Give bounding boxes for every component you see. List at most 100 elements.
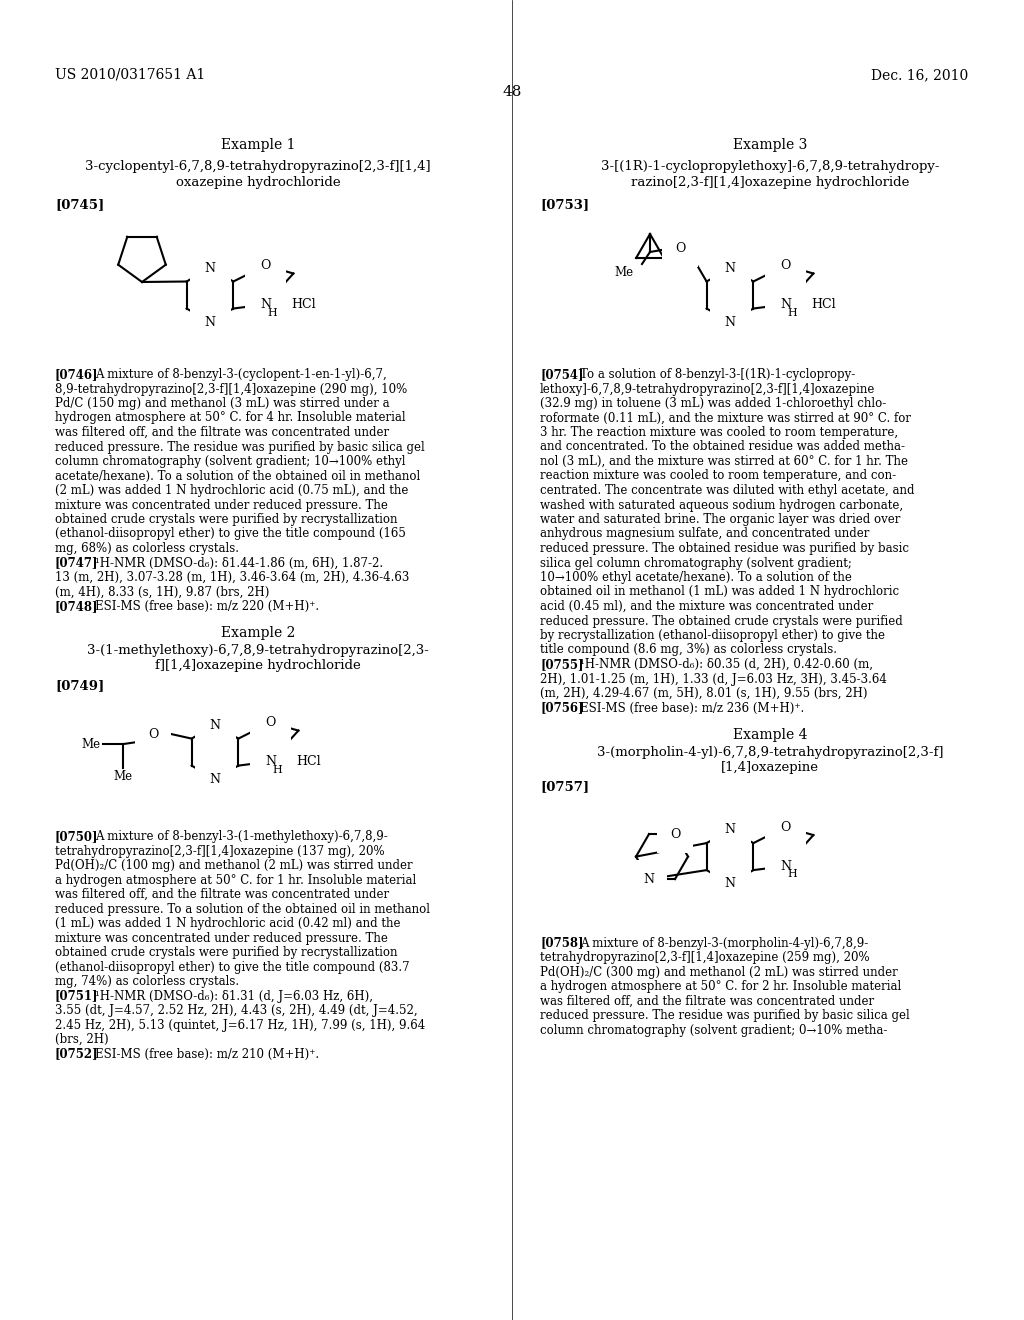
Text: a hydrogen atmosphere at 50° C. for 1 hr. Insoluble material: a hydrogen atmosphere at 50° C. for 1 hr…: [55, 874, 416, 887]
Text: title compound (8.6 mg, 3%) as colorless crystals.: title compound (8.6 mg, 3%) as colorless…: [540, 644, 837, 656]
Text: HCl: HCl: [811, 298, 836, 312]
Text: 3-[(1R)-1-cyclopropylethoxy]-6,7,8,9-tetrahydropy-: 3-[(1R)-1-cyclopropylethoxy]-6,7,8,9-tet…: [601, 160, 939, 173]
Text: oxazepine hydrochloride: oxazepine hydrochloride: [176, 176, 340, 189]
Text: Pd(OH)₂/C (100 mg) and methanol (2 mL) was stirred under: Pd(OH)₂/C (100 mg) and methanol (2 mL) w…: [55, 859, 413, 873]
Text: (2 mL) was added 1 N hydrochloric acid (0.75 mL), and the: (2 mL) was added 1 N hydrochloric acid (…: [55, 484, 409, 498]
Text: N: N: [780, 298, 791, 312]
Text: ¹H-NMR (DMSO-d₆): δ0.35 (d, 2H), 0.42-0.60 (m,: ¹H-NMR (DMSO-d₆): δ0.35 (d, 2H), 0.42-0.…: [580, 657, 873, 671]
Text: N: N: [643, 873, 654, 886]
Text: A mixture of 8-benzyl-3-(1-methylethoxy)-6,7,8,9-: A mixture of 8-benzyl-3-(1-methylethoxy)…: [95, 830, 388, 843]
Text: A mixture of 8-benzyl-3-(morpholin-4-yl)-6,7,8,9-: A mixture of 8-benzyl-3-(morpholin-4-yl)…: [580, 937, 868, 949]
Text: [0755]: [0755]: [540, 657, 584, 671]
Text: O: O: [260, 259, 270, 272]
Text: mixture was concentrated under reduced pressure. The: mixture was concentrated under reduced p…: [55, 932, 388, 945]
Text: 3 hr. The reaction mixture was cooled to room temperature,: 3 hr. The reaction mixture was cooled to…: [540, 426, 898, 440]
Text: 2H), 1.01-1.25 (m, 1H), 1.33 (d, J=6.03 Hz, 3H), 3.45-3.64: 2H), 1.01-1.25 (m, 1H), 1.33 (d, J=6.03 …: [540, 672, 887, 685]
Text: obtained crude crystals were purified by recrystallization: obtained crude crystals were purified by…: [55, 946, 397, 960]
Text: Pd/C (150 mg) and methanol (3 mL) was stirred under a: Pd/C (150 mg) and methanol (3 mL) was st…: [55, 397, 389, 411]
Text: reduced pressure. The obtained crude crystals were purified: reduced pressure. The obtained crude cry…: [540, 615, 903, 627]
Text: N: N: [210, 772, 220, 785]
Text: reduced pressure. The obtained residue was purified by basic: reduced pressure. The obtained residue w…: [540, 543, 909, 554]
Text: and concentrated. To the obtained residue was added metha-: and concentrated. To the obtained residu…: [540, 441, 905, 454]
Text: roformate (0.11 mL), and the mixture was stirred at 90° C. for: roformate (0.11 mL), and the mixture was…: [540, 412, 911, 425]
Text: 13 (m, 2H), 3.07-3.28 (m, 1H), 3.46-3.64 (m, 2H), 4.36-4.63: 13 (m, 2H), 3.07-3.28 (m, 1H), 3.46-3.64…: [55, 572, 410, 583]
Text: reaction mixture was cooled to room temperature, and con-: reaction mixture was cooled to room temp…: [540, 470, 896, 483]
Text: Me: Me: [82, 738, 101, 751]
Text: N: N: [265, 755, 275, 768]
Text: mg, 68%) as colorless crystals.: mg, 68%) as colorless crystals.: [55, 543, 239, 554]
Text: O: O: [780, 821, 791, 834]
Text: was filtered off, and the filtrate was concentrated under: was filtered off, and the filtrate was c…: [55, 888, 389, 902]
Text: reduced pressure. The residue was purified by basic silica gel: reduced pressure. The residue was purifi…: [540, 1008, 909, 1022]
Text: mixture was concentrated under reduced pressure. The: mixture was concentrated under reduced p…: [55, 499, 388, 511]
Text: O: O: [675, 242, 685, 255]
Text: tetrahydropyrazino[2,3-f][1,4]oxazepine (259 mg), 20%: tetrahydropyrazino[2,3-f][1,4]oxazepine …: [540, 952, 869, 964]
Text: [0748]: [0748]: [55, 601, 98, 612]
Text: column chromatography (solvent gradient; 0→10% metha-: column chromatography (solvent gradient;…: [540, 1023, 888, 1036]
Text: [0751]: [0751]: [55, 990, 98, 1003]
Text: H: H: [787, 308, 798, 318]
Text: HCl: HCl: [292, 298, 316, 312]
Text: nol (3 mL), and the mixture was stirred at 60° C. for 1 hr. The: nol (3 mL), and the mixture was stirred …: [540, 455, 908, 469]
Text: (m, 2H), 4.29-4.67 (m, 5H), 8.01 (s, 1H), 9.55 (brs, 2H): (m, 2H), 4.29-4.67 (m, 5H), 8.01 (s, 1H)…: [540, 686, 867, 700]
Text: Pd(OH)₂/C (300 mg) and methanol (2 mL) was stirred under: Pd(OH)₂/C (300 mg) and methanol (2 mL) w…: [540, 966, 898, 978]
Text: O: O: [670, 828, 680, 841]
Text: Example 3: Example 3: [733, 139, 807, 152]
Text: Example 1: Example 1: [221, 139, 295, 152]
Text: Example 4: Example 4: [733, 727, 807, 742]
Text: 2.45 Hz, 2H), 5.13 (quintet, J=6.17 Hz, 1H), 7.99 (s, 1H), 9.64: 2.45 Hz, 2H), 5.13 (quintet, J=6.17 Hz, …: [55, 1019, 425, 1032]
Text: f][1,4]oxazepine hydrochloride: f][1,4]oxazepine hydrochloride: [155, 659, 360, 672]
Text: 3.55 (dt, J=4.57, 2.52 Hz, 2H), 4.43 (s, 2H), 4.49 (dt, J=4.52,: 3.55 (dt, J=4.57, 2.52 Hz, 2H), 4.43 (s,…: [55, 1005, 418, 1018]
Text: ¹H-NMR (DMSO-d₆): δ1.44-1.86 (m, 6H), 1.87-2.: ¹H-NMR (DMSO-d₆): δ1.44-1.86 (m, 6H), 1.…: [95, 557, 383, 569]
Text: lethoxy]-6,7,8,9-tetrahydropyrazino[2,3-f][1,4]oxazepine: lethoxy]-6,7,8,9-tetrahydropyrazino[2,3-…: [540, 383, 876, 396]
Text: reduced pressure. The residue was purified by basic silica gel: reduced pressure. The residue was purifi…: [55, 441, 425, 454]
Text: N: N: [205, 261, 215, 275]
Text: H: H: [272, 764, 283, 775]
Text: by recrystallization (ethanol-diisopropyl ether) to give the: by recrystallization (ethanol-diisopropy…: [540, 630, 885, 642]
Text: tetrahydropyrazino[2,3-f][1,4]oxazepine (137 mg), 20%: tetrahydropyrazino[2,3-f][1,4]oxazepine …: [55, 845, 385, 858]
Text: H: H: [267, 308, 278, 318]
Text: was filtered off, and the filtrate was concentrated under: was filtered off, and the filtrate was c…: [540, 994, 874, 1007]
Text: mg, 74%) as colorless crystals.: mg, 74%) as colorless crystals.: [55, 975, 240, 989]
Text: acetate/hexane). To a solution of the obtained oil in methanol: acetate/hexane). To a solution of the ob…: [55, 470, 420, 483]
Text: Dec. 16, 2010: Dec. 16, 2010: [870, 69, 968, 82]
Text: reduced pressure. To a solution of the obtained oil in methanol: reduced pressure. To a solution of the o…: [55, 903, 430, 916]
Text: (ethanol-diisopropyl ether) to give the title compound (83.7: (ethanol-diisopropyl ether) to give the …: [55, 961, 410, 974]
Text: (brs, 2H): (brs, 2H): [55, 1034, 109, 1045]
Text: 3-(1-methylethoxy)-6,7,8,9-tetrahydropyrazino[2,3-: 3-(1-methylethoxy)-6,7,8,9-tetrahydropyr…: [87, 644, 429, 657]
Text: hydrogen atmosphere at 50° C. for 4 hr. Insoluble material: hydrogen atmosphere at 50° C. for 4 hr. …: [55, 412, 406, 425]
Text: ¹H-NMR (DMSO-d₆): δ1.31 (d, J=6.03 Hz, 6H),: ¹H-NMR (DMSO-d₆): δ1.31 (d, J=6.03 Hz, 6…: [95, 990, 373, 1003]
Text: (m, 4H), 8.33 (s, 1H), 9.87 (brs, 2H): (m, 4H), 8.33 (s, 1H), 9.87 (brs, 2H): [55, 586, 269, 598]
Text: N: N: [725, 315, 735, 329]
Text: Me: Me: [114, 770, 132, 783]
Text: O: O: [147, 727, 158, 741]
Text: water and saturated brine. The organic layer was dried over: water and saturated brine. The organic l…: [540, 513, 900, 525]
Text: [0747]: [0747]: [55, 557, 98, 569]
Text: washed with saturated aqueous sodium hydrogen carbonate,: washed with saturated aqueous sodium hyd…: [540, 499, 903, 511]
Text: [0746]: [0746]: [55, 368, 98, 381]
Text: N: N: [725, 824, 735, 836]
Text: O: O: [780, 259, 791, 272]
Text: anhydrous magnesium sulfate, and concentrated under: anhydrous magnesium sulfate, and concent…: [540, 528, 869, 540]
Text: [0750]: [0750]: [55, 830, 98, 843]
Text: (32.9 mg) in toluene (3 mL) was added 1-chloroethyl chlo-: (32.9 mg) in toluene (3 mL) was added 1-…: [540, 397, 886, 411]
Text: [0749]: [0749]: [55, 678, 104, 692]
Text: [0757]: [0757]: [540, 780, 589, 793]
Text: US 2010/0317651 A1: US 2010/0317651 A1: [55, 69, 205, 82]
Text: acid (0.45 ml), and the mixture was concentrated under: acid (0.45 ml), and the mixture was conc…: [540, 601, 873, 612]
Text: [0756]: [0756]: [540, 701, 584, 714]
Text: (ethanol-diisopropyl ether) to give the title compound (165: (ethanol-diisopropyl ether) to give the …: [55, 528, 406, 540]
Text: was filtered off, and the filtrate was concentrated under: was filtered off, and the filtrate was c…: [55, 426, 389, 440]
Text: N: N: [205, 315, 215, 329]
Text: N: N: [725, 876, 735, 890]
Text: [0752]: [0752]: [55, 1048, 98, 1060]
Text: O: O: [265, 715, 275, 729]
Text: A mixture of 8-benzyl-3-(cyclopent-1-en-1-yl)-6,7,: A mixture of 8-benzyl-3-(cyclopent-1-en-…: [95, 368, 387, 381]
Text: centrated. The concentrate was diluted with ethyl acetate, and: centrated. The concentrate was diluted w…: [540, 484, 914, 498]
Text: N: N: [210, 718, 220, 731]
Text: [0753]: [0753]: [540, 198, 589, 211]
Text: To a solution of 8-benzyl-3-[(1R)-1-cyclopropy-: To a solution of 8-benzyl-3-[(1R)-1-cycl…: [580, 368, 855, 381]
Text: ESI-MS (free base): m/z 220 (M+H)⁺.: ESI-MS (free base): m/z 220 (M+H)⁺.: [95, 601, 319, 612]
Text: [0758]: [0758]: [540, 937, 584, 949]
Text: N: N: [725, 261, 735, 275]
